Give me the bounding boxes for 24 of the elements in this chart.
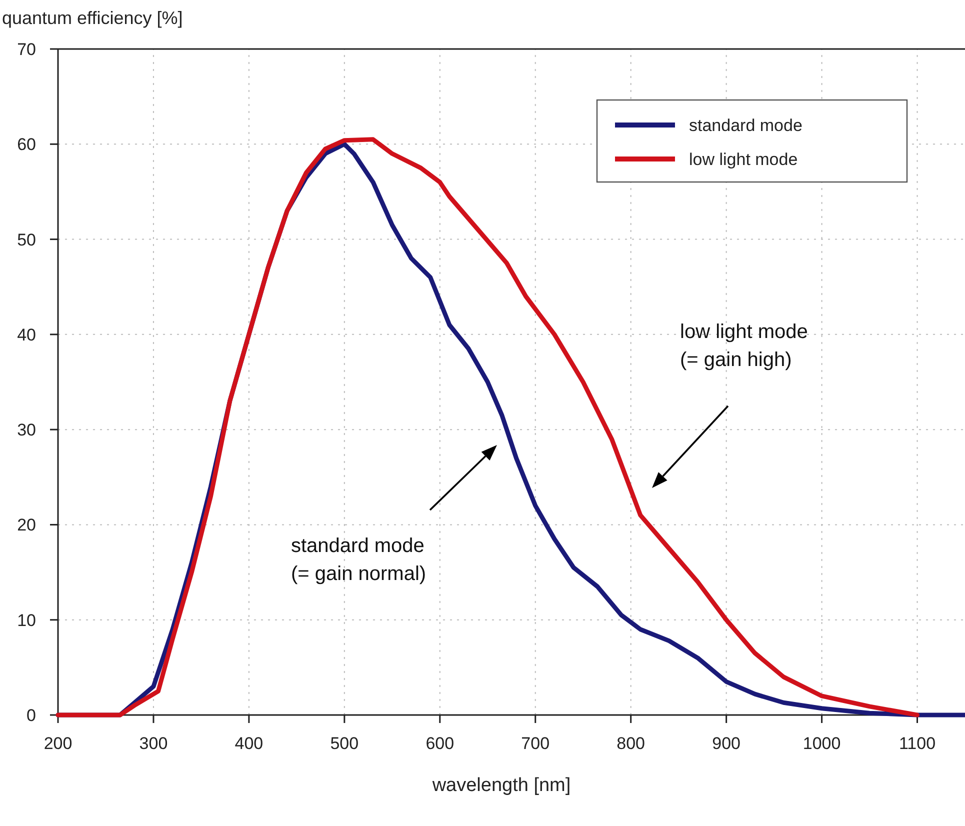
y-tick-label: 40 — [17, 325, 36, 344]
y-tick-label: 70 — [17, 40, 36, 59]
y-tick-label: 0 — [26, 706, 36, 725]
y-axis-title: quantum efficiency [%] — [2, 8, 183, 28]
x-tick-label: 500 — [330, 734, 359, 753]
y-tick-label: 50 — [17, 230, 36, 250]
x-tick-label: 400 — [234, 734, 264, 753]
annotation: low light mode (= gain high) — [680, 321, 808, 371]
x-tick-label: 200 — [44, 734, 72, 753]
x-tick-label: 900 — [712, 734, 741, 753]
annotation: standard mode (= gain normal) — [291, 535, 426, 585]
x-tick-label: 1100 — [898, 734, 936, 753]
x-axis-title: wavelength [nm] — [431, 775, 571, 796]
x-tick-label: 700 — [521, 734, 550, 753]
y-tick-label: 20 — [17, 516, 36, 535]
y-tick-label: 10 — [17, 610, 36, 630]
x-tick-label: 300 — [139, 734, 168, 753]
y-tick-label: 30 — [17, 420, 36, 440]
legend-label: standard mode — [689, 116, 802, 135]
x-tick-label: 800 — [616, 734, 646, 753]
y-tick-label: 60 — [17, 135, 36, 154]
legend-label: low light mode — [689, 150, 798, 169]
x-tick-label: 1000 — [802, 734, 841, 753]
x-tick-label: 600 — [426, 734, 454, 753]
